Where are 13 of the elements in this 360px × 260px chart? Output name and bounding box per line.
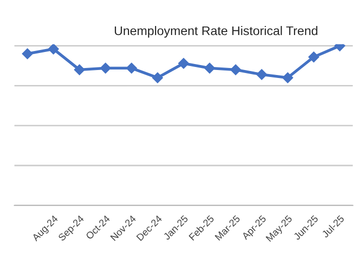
point (178, 58, 190, 69)
point (48, 44, 59, 54)
point (282, 72, 294, 84)
point (230, 64, 242, 76)
point (256, 69, 268, 80)
point (204, 62, 216, 74)
point (308, 52, 320, 62)
point (22, 48, 33, 60)
point (152, 72, 163, 84)
chart-title: Unemployment Rate Historical Trend (114, 26, 318, 38)
point (126, 62, 137, 74)
point (100, 62, 111, 74)
point (74, 64, 85, 76)
